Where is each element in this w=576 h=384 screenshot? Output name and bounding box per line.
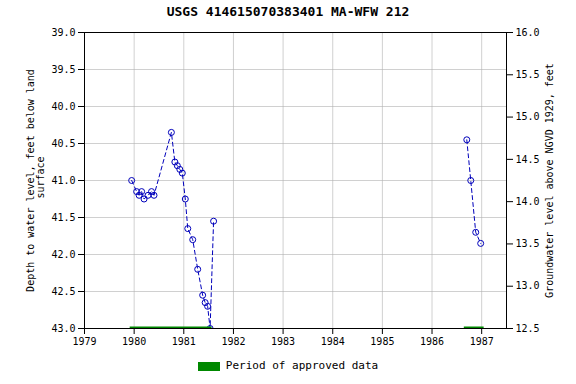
svg-text:13.0: 13.0 <box>516 280 540 291</box>
svg-text:1981: 1981 <box>172 336 196 347</box>
svg-text:43.0: 43.0 <box>51 323 75 334</box>
svg-text:16.0: 16.0 <box>516 27 540 38</box>
svg-text:41.0: 41.0 <box>51 175 75 186</box>
svg-text:39.5: 39.5 <box>51 64 75 75</box>
svg-text:1986: 1986 <box>420 336 444 347</box>
svg-text:1983: 1983 <box>271 336 295 347</box>
svg-text:14.5: 14.5 <box>516 154 540 165</box>
svg-text:41.5: 41.5 <box>51 212 75 223</box>
svg-text:40.0: 40.0 <box>51 101 75 112</box>
svg-text:1980: 1980 <box>122 336 146 347</box>
svg-text:Depth to water level, feet bel: Depth to water level, feet below land su… <box>25 69 46 292</box>
svg-text:1985: 1985 <box>370 336 394 347</box>
html-text:USGS 414615070383401 MA-WFW 21: USGS 414615070383401 MA-WFW 212 <box>166 4 410 19</box>
svg-text:12.5: 12.5 <box>516 323 540 334</box>
svg-text:39.0: 39.0 <box>51 27 75 38</box>
svg-text:1979: 1979 <box>72 336 96 347</box>
svg-text:1984: 1984 <box>321 336 345 347</box>
svg-text:14.0: 14.0 <box>516 196 540 207</box>
svg-text:15.0: 15.0 <box>516 111 540 122</box>
html-text:Period of approved data: Period of approved data <box>225 359 379 372</box>
svg-text:42.0: 42.0 <box>51 249 75 260</box>
svg-text:15.5: 15.5 <box>516 69 540 80</box>
svg-text:1982: 1982 <box>221 336 245 347</box>
svg-text:42.5: 42.5 <box>51 286 75 297</box>
svg-text:Groundwater level above NGVD 1: Groundwater level above NGVD 1929, feet <box>544 63 555 298</box>
svg-text:13.5: 13.5 <box>516 238 540 249</box>
svg-text:1987: 1987 <box>470 336 494 347</box>
svg-text:40.5: 40.5 <box>51 138 75 149</box>
